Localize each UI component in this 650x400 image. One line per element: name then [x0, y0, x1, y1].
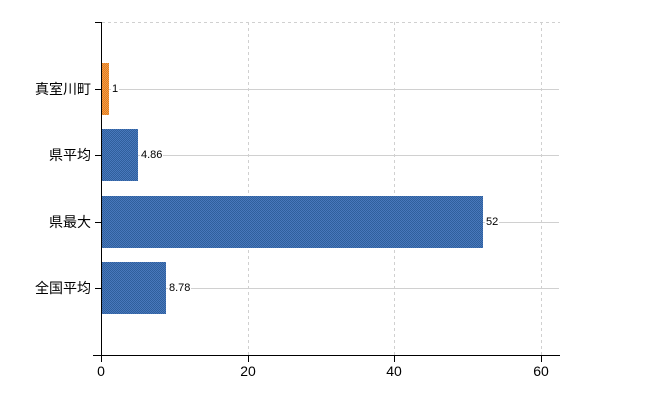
horizontal-gridline — [102, 155, 559, 156]
y-axis-top-tick — [95, 22, 101, 23]
category-label: 県平均 — [49, 147, 91, 163]
bar-4 — [102, 262, 166, 314]
category-label: 真室川町 — [35, 81, 91, 97]
x-tick-label: 0 — [97, 363, 105, 379]
horizontal-gridline — [102, 288, 559, 289]
value-label: 8.78 — [168, 281, 192, 295]
value-label: 4.86 — [140, 148, 164, 162]
vertical-gridline — [541, 22, 542, 355]
x-tick — [541, 356, 542, 362]
x-axis-line — [93, 355, 560, 356]
y-tick — [95, 288, 101, 289]
bar-3 — [102, 196, 483, 248]
x-tick — [248, 356, 249, 362]
x-tick-label: 60 — [533, 363, 549, 379]
vertical-gridline — [394, 22, 395, 355]
category-label: 全国平均 — [35, 280, 91, 296]
value-label: 52 — [485, 215, 500, 229]
y-tick — [95, 89, 101, 90]
y-tick — [95, 222, 101, 223]
x-tick-label: 20 — [240, 363, 256, 379]
bar-2 — [102, 129, 138, 181]
horizontal-gridline — [102, 89, 559, 90]
y-axis-line — [101, 22, 102, 355]
y-tick — [95, 155, 101, 156]
x-tick — [394, 356, 395, 362]
category-label: 県最大 — [49, 214, 91, 230]
x-tick-label: 40 — [386, 363, 402, 379]
plot-top-border — [102, 22, 560, 23]
x-tick — [101, 356, 102, 362]
vertical-gridline — [248, 22, 249, 355]
bar-1 — [102, 63, 109, 115]
value-label: 1 — [111, 82, 120, 96]
